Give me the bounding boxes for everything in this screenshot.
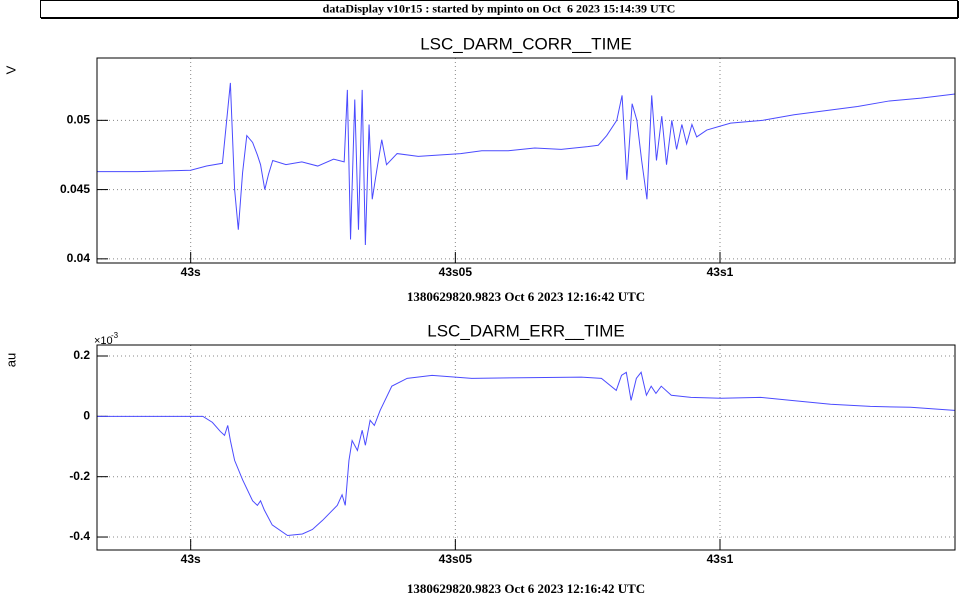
y-tick-label: -0.4	[69, 529, 90, 543]
chart-title: LSC_DARM_ERR__TIME	[427, 321, 624, 340]
x-axis-label: 1380629820.9823 Oct 6 2023 12:16:42 UTC	[407, 581, 645, 596]
x-tick-label: 43s1	[707, 265, 734, 279]
y-tick-label: 0	[83, 409, 90, 423]
x-axis-label: 1380629820.9823 Oct 6 2023 12:16:42 UTC	[407, 289, 645, 304]
chart-title: LSC_DARM_CORR__TIME	[420, 34, 632, 53]
x-tick-label: 43s1	[707, 552, 734, 566]
data-line	[97, 82, 956, 246]
y-scale-label: ×10	[94, 335, 113, 347]
y-axis-label: au	[3, 353, 18, 367]
y-tick-label: 0.05	[67, 113, 91, 127]
y-tick-label: 0.045	[60, 182, 90, 196]
plot-frame	[96, 344, 956, 551]
y-tick-label: -0.2	[69, 469, 90, 483]
y-scale-exponent: -3	[111, 331, 119, 340]
x-tick-label: 43s	[181, 265, 201, 279]
data-line	[97, 371, 955, 537]
y-tick-label: 0.2	[73, 348, 90, 362]
x-tick-label: 43s	[181, 552, 201, 566]
x-tick-label: 43s05	[439, 552, 473, 566]
header-title: dataDisplay v10r15 : started by mpinto o…	[323, 1, 676, 15]
plot-frame	[96, 57, 956, 264]
x-tick-label: 43s05	[439, 265, 473, 279]
y-tick-label: 0.04	[67, 251, 91, 265]
y-axis-label: V	[3, 65, 18, 74]
